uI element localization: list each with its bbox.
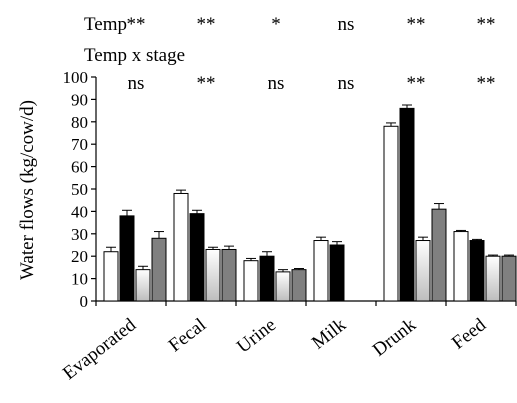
bar (103, 251, 119, 302)
bar (329, 244, 345, 302)
significance-row-label-temp: Temp (84, 14, 127, 35)
bar (275, 271, 291, 302)
x-category-label: Milk (308, 314, 350, 354)
significance-mark: ** (197, 14, 216, 35)
bar (205, 248, 221, 302)
bar (469, 240, 485, 302)
bar (291, 269, 307, 302)
bar (415, 240, 431, 302)
bar (259, 255, 275, 302)
y-tick-label: 80 (71, 113, 88, 132)
bar (313, 240, 329, 302)
bar (399, 107, 415, 302)
significance-mark: ** (197, 73, 216, 94)
significance-annotations: Temp Temp x stage **ns*****nsnsns*******… (84, 14, 496, 94)
bar (135, 269, 151, 302)
significance-mark: ns (268, 73, 285, 94)
significance-mark: ns (128, 73, 145, 94)
bar (173, 192, 189, 302)
significance-row-label-temp-x-stage: Temp x stage (84, 45, 185, 66)
y-tick-label: 100 (63, 68, 89, 87)
y-tick-label: 40 (71, 202, 88, 221)
y-tick-label: 70 (71, 135, 88, 154)
significance-mark: ** (407, 73, 426, 94)
bar (119, 215, 135, 302)
x-category-label: Urine (233, 314, 280, 357)
y-tick-label: 0 (80, 292, 89, 311)
bar (243, 260, 259, 302)
significance-mark: ** (127, 14, 146, 35)
significance-mark: ns (338, 73, 355, 94)
x-category-label: Drunk (369, 314, 421, 361)
significance-mark: ** (477, 73, 496, 94)
y-tick-label: 50 (71, 180, 88, 199)
significance-mark: * (271, 14, 281, 35)
x-category-label: Feed (448, 314, 490, 354)
bar (151, 237, 167, 302)
y-axis-label: Water flows (kg/cow/d) (17, 100, 38, 280)
x-category-label: Evaporated (59, 314, 140, 384)
significance-mark: ** (477, 14, 496, 35)
y-tick-label: 10 (71, 270, 88, 289)
y-tick-label: 60 (71, 158, 88, 177)
bar (453, 231, 469, 302)
y-tick-label: 30 (71, 225, 88, 244)
y-tick-label: 90 (71, 90, 88, 109)
bars (103, 107, 517, 302)
x-category-label: Fecal (165, 314, 210, 356)
bar (431, 208, 447, 302)
bar (383, 125, 399, 302)
bar (485, 255, 501, 302)
bar (189, 213, 205, 302)
bar (221, 248, 237, 302)
bar (501, 255, 517, 302)
significance-mark: ns (338, 14, 355, 35)
y-tick-label: 20 (71, 247, 88, 266)
error-bars (106, 104, 514, 272)
significance-mark: ** (407, 14, 426, 35)
